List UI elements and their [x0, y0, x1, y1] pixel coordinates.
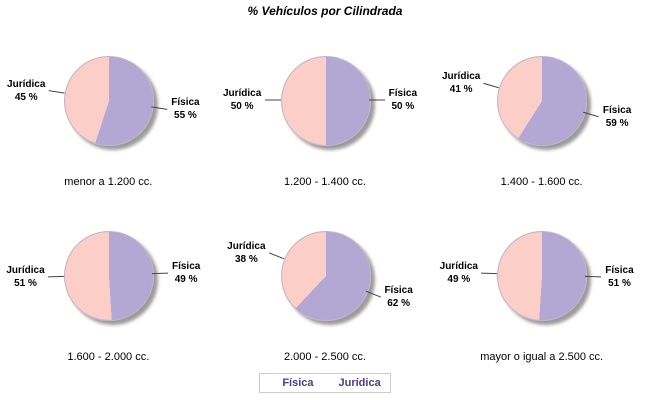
pie-chart-6: [497, 231, 588, 321]
fisica-slice-label: Física 55 %: [171, 96, 199, 122]
juridica-slice-label: Jurídica 49 %: [440, 260, 478, 286]
pie-caption: 2.000 - 2.500 cc.: [284, 351, 366, 363]
juridica-slice-pct: 41 %: [449, 84, 473, 96]
fisica-slice-pct: 51 %: [608, 277, 631, 289]
legend: Física Jurídica: [259, 373, 391, 393]
fisica-slice-pct: 59 %: [605, 117, 629, 129]
fisica-swatch-icon: [269, 379, 278, 388]
fisica-slice-name: Física: [384, 285, 413, 297]
juridica-slice-pct: 49 %: [447, 274, 471, 286]
fisica-slice-label: Física 59 %: [603, 104, 631, 130]
juridica-slice-name: Jurídica: [442, 71, 481, 83]
pie-cell-2000-2500: Física 62 % Jurídica 38 % 2.000 - 2.500 …: [217, 213, 434, 388]
juridica-slice-name: Jurídica: [222, 88, 262, 99]
pie-caption: 1.600 - 2.000 cc.: [67, 351, 150, 363]
fisica-slice-label: Física 62 %: [384, 284, 412, 310]
chart-title: % Vehículos por Cilindrada: [247, 4, 403, 18]
pie-grid: Física 55 % Jurídica 45 % menor a 1.200 …: [0, 38, 650, 388]
fisica-slice-label: Física 50 %: [389, 87, 417, 113]
pie-cell-menor-1200: Física 55 % Jurídica 45 % menor a 1.200 …: [0, 38, 217, 213]
juridica-slice-label: Jurídica 38 %: [227, 240, 265, 266]
juridica-slice-name: Jurídica: [7, 78, 46, 90]
juridica-slice-label: Jurídica 41 %: [442, 70, 480, 96]
pie-chart-5: [280, 231, 371, 321]
juridica-swatch-icon: [326, 379, 335, 388]
pie-chart-1: [64, 56, 154, 146]
fisica-slice-label: Física 51 %: [605, 264, 633, 290]
juridica-slice-label: Jurídica 50 %: [223, 87, 261, 113]
juridica-slice-name: Jurídica: [439, 261, 478, 273]
juridica-slice-label: Jurídica 45 %: [7, 78, 45, 104]
juridica-slice-pct: 45 %: [14, 91, 38, 103]
juridica-slice-name: Jurídica: [227, 240, 266, 252]
juridica-slice-pct: 38 %: [234, 253, 258, 265]
legend-label-juridica: Jurídica: [338, 377, 381, 389]
pie-cell-1200-1400: Física 50 % Jurídica 50 % 1.200 - 1.400 …: [217, 38, 434, 213]
fisica-slice-name: Física: [602, 104, 632, 116]
fisica-slice-name: Física: [171, 261, 201, 273]
fisica-slice-pct: 50 %: [391, 101, 415, 112]
pie-cell-mayor-2500: Física 51 % Jurídica 49 % mayor o igual …: [433, 213, 650, 388]
legend-label-fisica: Física: [282, 377, 314, 389]
fisica-slice-pct: 55 %: [174, 110, 197, 122]
fisica-slice-name: Física: [605, 264, 634, 276]
legend-row: Física Jurídica: [0, 373, 650, 393]
fisica-slice-pct: 62 %: [387, 298, 411, 310]
fisica-slice-name: Física: [388, 88, 418, 99]
juridica-slice-pct: 50 %: [230, 101, 254, 112]
pie-caption: mayor o igual a 2.500 cc.: [480, 351, 604, 363]
pie-chart-3: [497, 56, 588, 146]
pie-cell-1400-1600: Física 59 % Jurídica 41 % 1.400 - 1.600 …: [433, 38, 650, 213]
pie-cell-1600-2000: Física 49 % Jurídica 51 % 1.600 - 2.000 …: [0, 213, 217, 388]
fisica-slice-pct: 49 %: [174, 274, 198, 286]
fisica-slice-label: Física 49 %: [172, 260, 200, 286]
pie-caption: 1.400 - 1.600 cc.: [500, 176, 583, 188]
juridica-slice-label: Jurídica 51 %: [6, 264, 44, 290]
pie-caption: 1.200 - 1.400 cc.: [284, 176, 366, 188]
pie-caption: menor a 1.200 cc.: [64, 176, 153, 188]
legend-item-juridica: Jurídica: [326, 377, 381, 389]
pie-chart-2: [280, 56, 371, 146]
pie-chart-4: [64, 231, 154, 321]
juridica-slice-pct: 51 %: [14, 277, 37, 289]
fisica-slice-name: Física: [171, 97, 200, 109]
legend-item-fisica: Física: [269, 377, 313, 389]
juridica-slice-name: Jurídica: [6, 264, 45, 276]
